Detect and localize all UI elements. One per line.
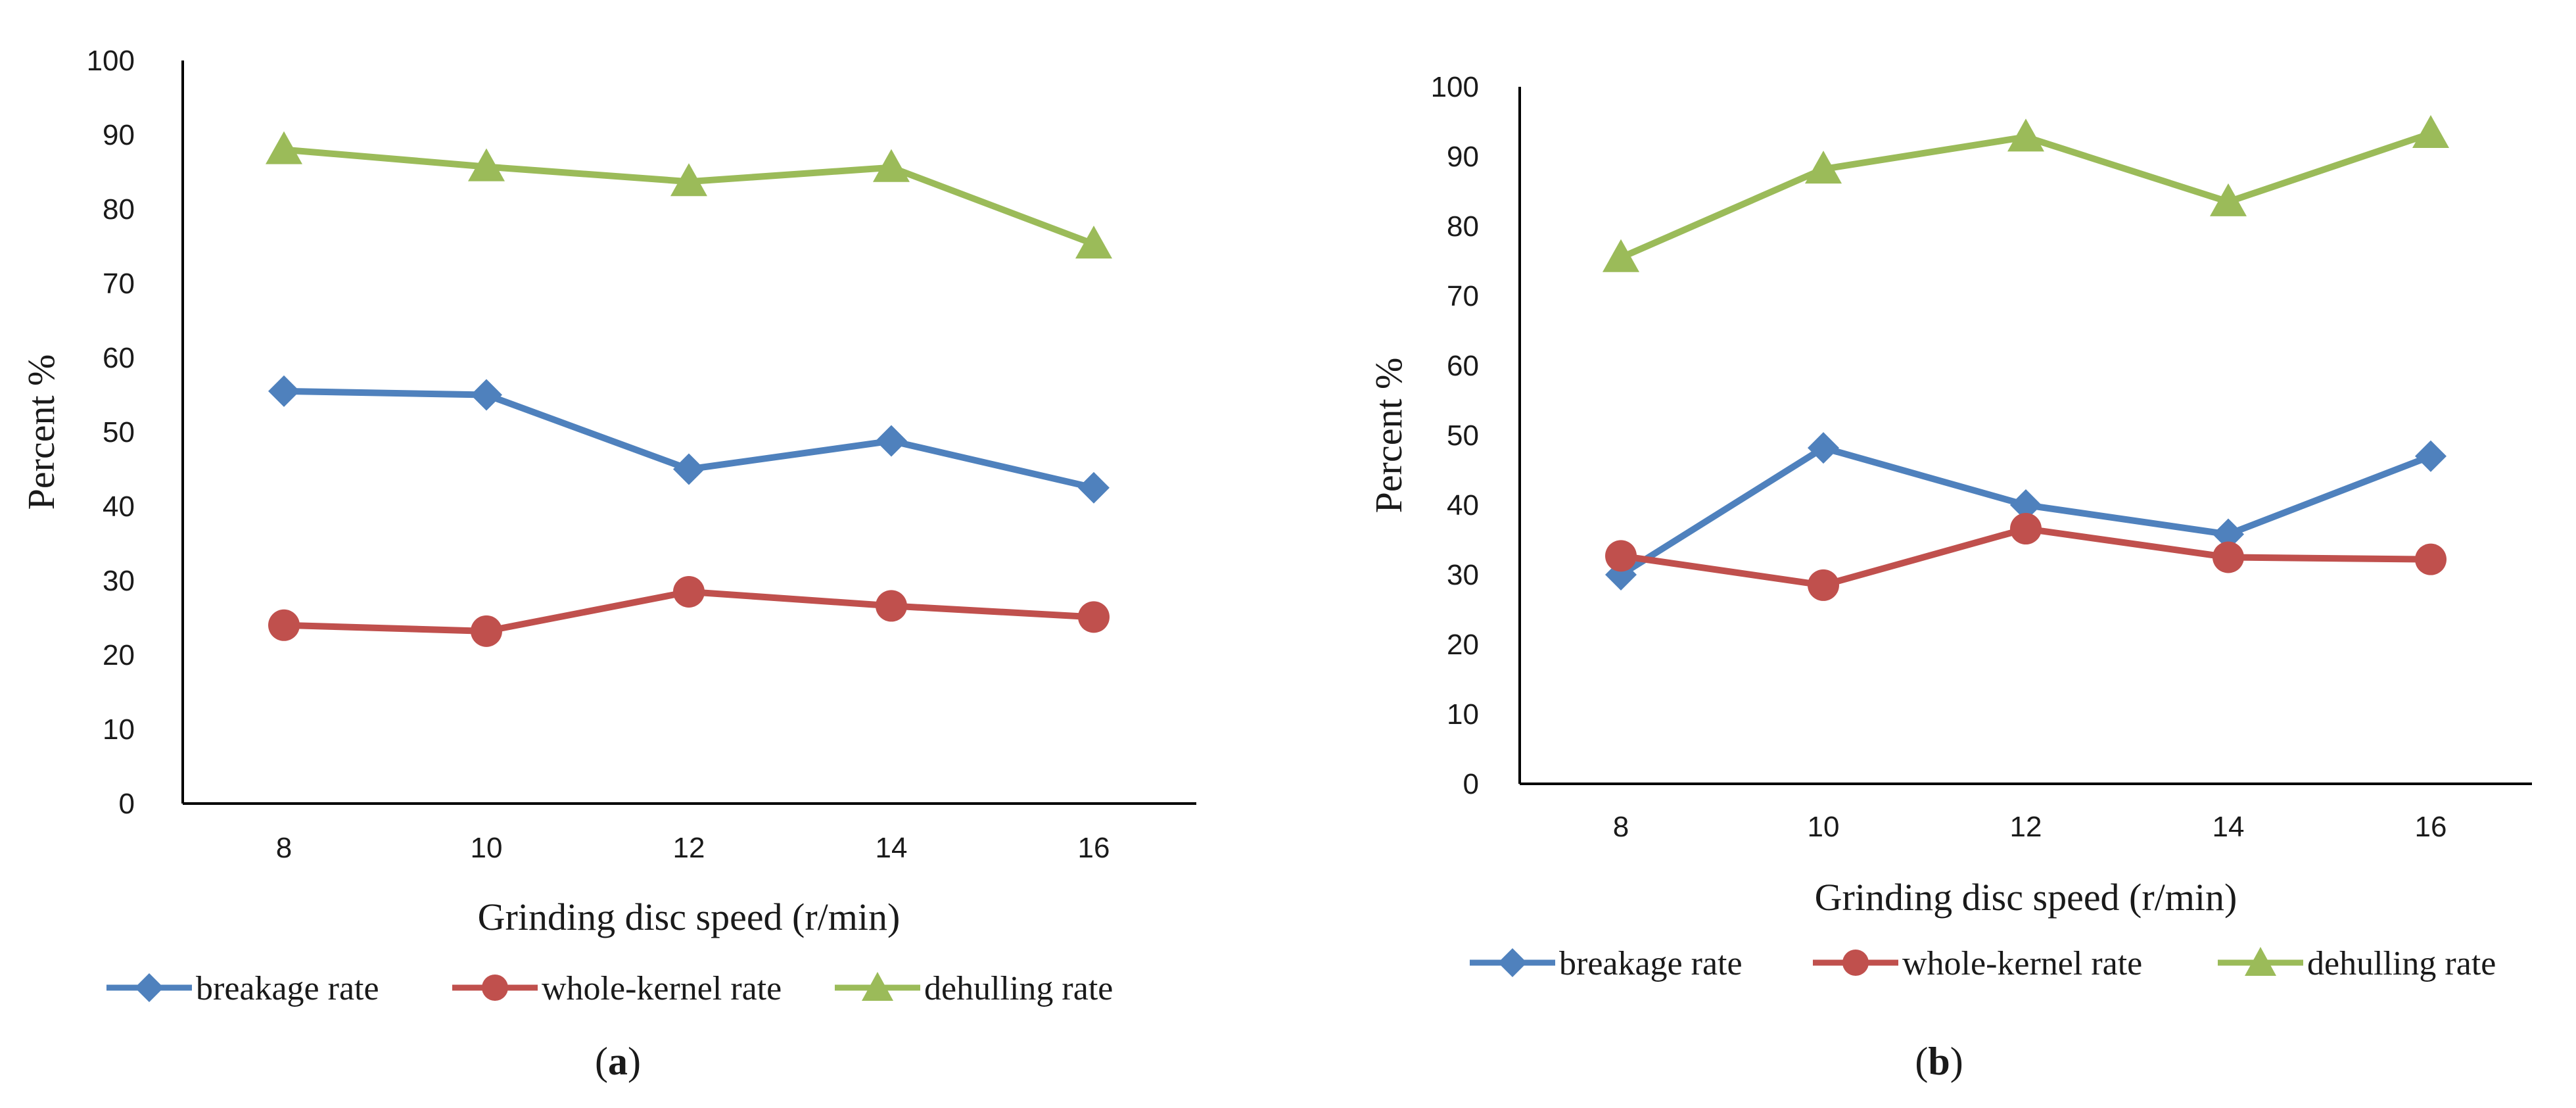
chart-b-x-tick-label: 12 [2010, 811, 2042, 843]
chart-b-x-tick-label: 10 [1808, 811, 1840, 843]
chart-b-caption-letter: b [1928, 1040, 1950, 1083]
chart-a-dehulling-point [468, 148, 505, 181]
chart-a-y-tick-label: 50 [103, 416, 135, 448]
chart-a-dehulling-point [873, 149, 910, 182]
chart-b-whole-kernel-point [2010, 513, 2042, 545]
chart-b-y-tick-label: 50 [1447, 420, 1479, 452]
chart-a-caption-letter: a [608, 1040, 628, 1083]
chart-a-series [266, 131, 1112, 647]
chart-a-legend-marker-dehulling [862, 972, 893, 1001]
chart-b-x-tick-labels: 8 10 12 14 16 [1613, 811, 2447, 843]
chart-a-x-tick-label: 8 [276, 832, 292, 864]
chart-a-breakage-point [1078, 471, 1110, 504]
chart-b-x-axis-title: Grinding disc speed (r/min) [1815, 876, 2237, 919]
chart-a-x-tick-label: 12 [673, 832, 705, 864]
chart-b-breakage-point [2415, 440, 2447, 472]
chart-b-legend-label-dehulling: dehulling rate [2307, 945, 2496, 982]
chart-b-y-tick-label: 0 [1463, 768, 1479, 800]
chart-a-legend-label-whole-kernel: whole-kernel rate [542, 970, 782, 1007]
chart-b-y-tick-label: 60 [1447, 350, 1479, 382]
chart-b-x-tick-label: 16 [2415, 811, 2447, 843]
chart-b-whole-kernel-point [2415, 543, 2447, 575]
chart-a-breakage-point [876, 425, 907, 457]
chart-a-legend-label-breakage: breakage rate [196, 970, 379, 1007]
chart-b-whole-kernel-point [1605, 540, 1637, 572]
chart-a-breakage-point [471, 379, 502, 411]
chart-b-legend-label-breakage: breakage rate [1559, 945, 1743, 982]
chart-b-y-tick-label: 90 [1447, 141, 1479, 173]
chart-b-y-tick-label: 20 [1447, 629, 1479, 661]
chart-a-x-tick-label: 14 [876, 832, 908, 864]
chart-b-legend-label-whole-kernel: whole-kernel rate [1902, 945, 2142, 982]
chart-a-whole-kernel-point [268, 609, 300, 641]
chart-a-x-tick-labels: 8 10 12 14 16 [276, 832, 1110, 864]
chart-a-legend-marker-whole-kernel [482, 975, 508, 1001]
chart-b: 0 10 20 30 40 50 60 70 80 90 100 8 10 12 14 16 Percent… [1367, 71, 2532, 1083]
chart-b-legend-marker-whole-kernel [1842, 950, 1869, 976]
chart-b-y-axis-title: Percent % [1367, 358, 1410, 514]
chart-a-y-tick-label: 30 [103, 565, 135, 597]
chart-a-whole-kernel-point [876, 590, 907, 622]
chart-a-breakage-point [673, 453, 705, 485]
chart-b-series [1603, 115, 2449, 601]
chart-a-y-axis-title: Percent % [20, 354, 62, 510]
chart-b-y-tick-label: 30 [1447, 559, 1479, 591]
chart-a-breakage-point [268, 375, 300, 407]
chart-b-breakage-point [2010, 489, 2042, 521]
chart-a-y-tick-label: 60 [103, 342, 135, 374]
chart-b-dehulling-point [2007, 118, 2044, 152]
chart-a-whole-kernel-point [1078, 601, 1110, 633]
chart-a-whole-kernel-point [471, 615, 502, 647]
chart-a-caption: (a) [595, 1040, 641, 1083]
chart-a-x-tick-label: 10 [471, 832, 503, 864]
chart-b-legend-item-whole-kernel: whole-kernel rate [1813, 945, 2142, 982]
chart-b-x-tick-label: 14 [2213, 811, 2245, 843]
chart-b-dehulling-point [1603, 239, 1639, 272]
chart-a-legend-item-breakage: breakage rate [106, 970, 379, 1007]
chart-b-y-tick-label: 70 [1447, 280, 1479, 312]
chart-b-x-tick-label: 8 [1613, 811, 1629, 843]
chart-b-y-tick-label: 80 [1447, 210, 1479, 243]
chart-a-legend-label-dehulling: dehulling rate [924, 970, 1113, 1007]
chart-b-dehulling-point [2210, 183, 2247, 216]
chart-a-y-tick-label: 0 [119, 788, 135, 820]
chart-b-dehulling-point [1805, 151, 1842, 184]
chart-a-dehulling-point [670, 163, 707, 197]
chart-a-legend-item-dehulling: dehulling rate [835, 970, 1113, 1007]
chart-a-dehulling-point [266, 131, 302, 164]
chart-a-legend-item-whole-kernel: whole-kernel rate [452, 970, 782, 1007]
chart-b-legend-item-dehulling: dehulling rate [2218, 945, 2496, 982]
chart-b-legend-marker-breakage [1498, 948, 1527, 977]
chart-a: 0 10 20 30 40 50 60 70 80 90 100 8 10 12 14 16 Percent… [20, 45, 1196, 1083]
chart-a-legend: breakage rate whole-kernel rate dehullin… [106, 970, 1113, 1007]
chart-b-y-tick-label: 10 [1447, 698, 1479, 731]
chart-a-y-tick-label: 20 [103, 639, 135, 671]
chart-b-legend-marker-dehulling [2245, 947, 2276, 976]
chart-b-whole-kernel-point [2213, 541, 2244, 573]
chart-b-breakage-point [1808, 432, 1839, 464]
chart-a-y-tick-label: 70 [103, 268, 135, 300]
chart-a-y-tick-label: 40 [103, 491, 135, 523]
chart-a-legend-marker-breakage [135, 973, 164, 1002]
chart-b-legend: breakage rate whole-kernel rate dehullin… [1470, 945, 2496, 982]
chart-a-x-axis-title: Grinding disc speed (r/min) [478, 896, 901, 938]
chart-b-whole-kernel-point [1808, 569, 1839, 601]
chart-a-y-tick-labels: 0 10 20 30 40 50 60 70 80 90 100 [87, 45, 135, 820]
chart-b-legend-item-breakage: breakage rate [1470, 945, 1743, 982]
chart-a-dehulling-point [1075, 226, 1112, 259]
chart-b-y-tick-label: 40 [1447, 489, 1479, 521]
chart-a-y-tick-label: 10 [103, 713, 135, 746]
chart-a-whole-kernel-point [673, 575, 705, 608]
chart-a-y-tick-label: 100 [87, 45, 135, 77]
chart-a-x-tick-label: 16 [1078, 832, 1110, 864]
chart-b-y-tick-label: 100 [1431, 71, 1479, 103]
chart-a-y-tick-label: 80 [103, 193, 135, 226]
chart-b-caption: (b) [1915, 1040, 1963, 1083]
chart-a-y-tick-label: 90 [103, 119, 135, 151]
chart-b-dehulling-line [1619, 130, 2432, 261]
chart-b-dehulling-point [2412, 115, 2449, 149]
chart-b-breakage-point [2213, 518, 2244, 550]
chart-b-y-tick-labels: 0 10 20 30 40 50 60 70 80 90 100 [1431, 71, 1479, 800]
